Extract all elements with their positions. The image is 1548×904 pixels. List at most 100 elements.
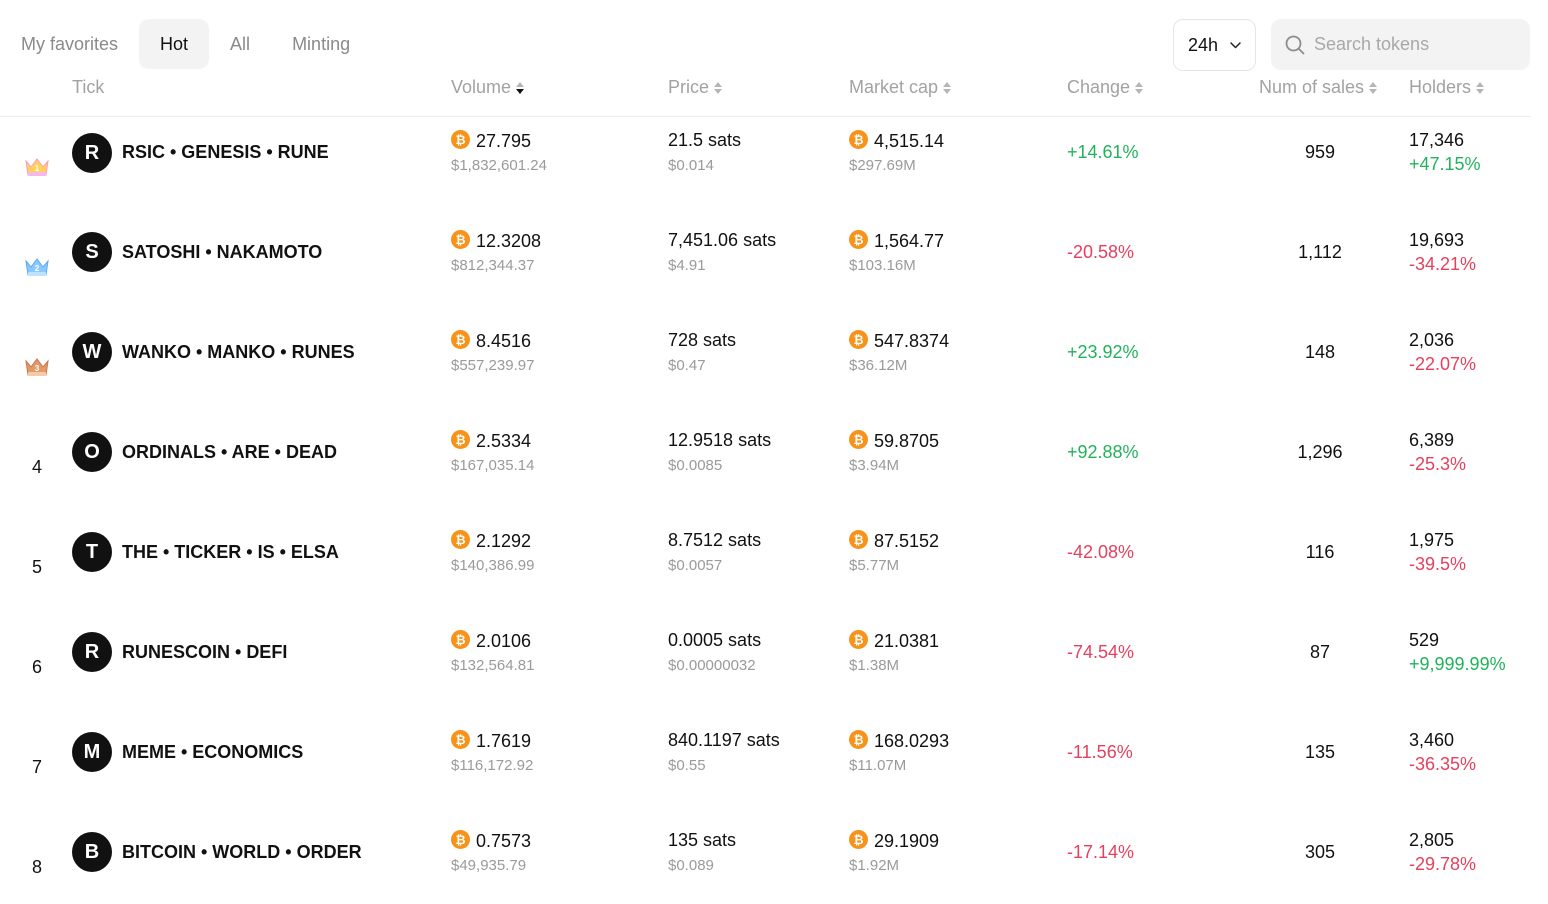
price-usd: $0.00000032	[668, 657, 756, 674]
bitcoin-icon: ₿	[849, 430, 868, 449]
rank-cell: 1	[20, 117, 54, 217]
bitcoin-icon: ₿	[451, 130, 470, 149]
bitcoin-icon: ₿	[451, 330, 470, 349]
rank-cell: 7	[31, 756, 42, 777]
table-row[interactable]: 6 R RUNESCOIN • DEFI ₿ 2.0106 $132,564.81…	[0, 617, 1530, 717]
token-name[interactable]: RSIC • GENESIS • RUNE	[122, 142, 329, 162]
market-cap-btc-value: 21.0381	[874, 631, 940, 651]
rank-cell: 6	[31, 656, 42, 677]
sort-icon	[516, 81, 525, 94]
market-cap-usd: $3.94M	[849, 457, 900, 474]
table-row[interactable]: 7 M MEME • ECONOMICS ₿ 1.7619 $116,172.92…	[0, 717, 1530, 817]
table-row[interactable]: 3 W WANKO • MANKO • RUNES ₿ 8.4516 $557,2…	[0, 317, 1530, 417]
change-value: -42.08%	[1067, 542, 1135, 562]
svg-text:3: 3	[35, 364, 40, 373]
tab-my-favorites[interactable]: My favorites	[21, 33, 119, 54]
token-avatar-letter: W	[82, 340, 102, 363]
num-sales-value: 1,296	[1297, 442, 1343, 462]
change-value: -74.54%	[1067, 642, 1135, 662]
volume-usd: $557,239.97	[451, 357, 535, 374]
num-sales-value: 959	[1304, 142, 1336, 162]
volume-btc-value: 2.0106	[476, 631, 532, 651]
table-row[interactable]: 5 T THE • TICKER • IS • ELSA ₿ 2.1292 $14…	[0, 517, 1530, 617]
token-name[interactable]: RUNESCOIN • DEFI	[122, 642, 288, 662]
change-value: +14.61%	[1067, 142, 1139, 162]
volume-btc: ₿ 1.7619	[451, 730, 531, 752]
price-usd: $4.91	[668, 257, 706, 274]
column-header-volume-label: Volume	[451, 77, 512, 97]
token-avatar: R	[72, 133, 112, 173]
bitcoin-icon: ₿	[451, 430, 470, 449]
bitcoin-icon: ₿	[451, 230, 470, 249]
column-header-price[interactable]: Price	[668, 77, 723, 98]
period-select[interactable]: 24h	[1173, 19, 1256, 71]
price-sats: 21.5 sats	[668, 130, 742, 150]
rank-cell: 3	[20, 317, 54, 417]
market-cap-usd: $297.69M	[849, 157, 916, 174]
column-header-change[interactable]: Change	[1067, 77, 1144, 98]
column-header-num-sales[interactable]: Num of sales	[1259, 77, 1378, 98]
price-sats: 728 sats	[668, 330, 737, 350]
svg-text:₿: ₿	[455, 233, 465, 247]
svg-text:2: 2	[35, 264, 40, 273]
market-cap-btc-value: 59.8705	[874, 431, 940, 451]
price-usd: $0.0085	[668, 457, 723, 474]
token-name[interactable]: WANKO • MANKO • RUNES	[122, 342, 355, 362]
volume-btc: ₿ 2.1292	[451, 530, 531, 552]
holders-count: 19,693	[1409, 230, 1465, 250]
table-row[interactable]: 8 B BITCOIN • WORLD • ORDER ₿ 0.7573 $49,…	[0, 817, 1530, 904]
column-header-holders[interactable]: Holders	[1409, 77, 1485, 98]
svg-text:₿: ₿	[853, 733, 863, 747]
volume-btc: ₿ 2.0106	[451, 630, 531, 652]
holders-change: -25.3%	[1409, 454, 1467, 474]
token-avatar-letter: O	[84, 440, 100, 463]
holders-count: 3,460	[1409, 730, 1455, 750]
volume-btc: ₿ 27.795	[451, 130, 531, 152]
column-header-market-cap-label: Market cap	[849, 77, 939, 97]
column-header-volume[interactable]: Volume	[451, 77, 525, 98]
market-cap-usd: $5.77M	[849, 557, 900, 574]
num-sales-value: 87	[1309, 642, 1331, 662]
holders-count: 2,036	[1409, 330, 1455, 350]
svg-text:₿: ₿	[853, 133, 863, 147]
market-cap-usd: $1.92M	[849, 857, 900, 874]
market-cap-btc: ₿ 547.8374	[849, 330, 949, 352]
market-cap-usd: $1.38M	[849, 657, 900, 674]
token-avatar: O	[72, 432, 112, 472]
volume-btc-value: 2.5334	[476, 431, 532, 451]
search-icon	[1285, 35, 1305, 54]
column-header-market-cap[interactable]: Market cap	[849, 77, 952, 98]
rank-cell: 2	[20, 217, 54, 317]
volume-usd: $132,564.81	[451, 657, 535, 674]
token-name[interactable]: BITCOIN • WORLD • ORDER	[122, 842, 362, 862]
token-name[interactable]: SATOSHI • NAKAMOTO	[122, 242, 323, 262]
table-row[interactable]: 2 S SATOSHI • NAKAMOTO ₿ 12.3208 $812,344…	[0, 217, 1530, 317]
svg-text:₿: ₿	[455, 133, 465, 147]
token-avatar: B	[72, 832, 112, 872]
svg-text:₿: ₿	[455, 733, 465, 747]
market-cap-btc-value: 547.8374	[874, 331, 950, 351]
market-cap-btc: ₿ 87.5152	[849, 530, 939, 552]
volume-usd: $167,035.14	[451, 457, 535, 474]
tab-hot[interactable]: Hot	[139, 19, 210, 69]
volume-btc: ₿ 8.4516	[451, 330, 531, 352]
search-box	[1271, 19, 1530, 70]
token-name[interactable]: ORDINALS • ARE • DEAD	[122, 442, 337, 462]
gold-crown-icon: 1	[25, 158, 49, 176]
token-name[interactable]: THE • TICKER • IS • ELSA	[122, 542, 339, 562]
table-row[interactable]: 4 O ORDINALS • ARE • DEAD ₿ 2.5334 $167,0…	[0, 417, 1530, 517]
chevron-down-icon	[1230, 41, 1241, 48]
column-header-tick-label: Tick	[72, 77, 105, 97]
volume-usd: $812,344.37	[451, 257, 535, 274]
token-avatar: T	[72, 532, 112, 572]
search-input[interactable]	[1314, 34, 1514, 55]
token-avatar: R	[72, 632, 112, 672]
price-usd: $0.089	[668, 857, 714, 874]
change-value: -11.56%	[1067, 742, 1133, 762]
table-row[interactable]: 1 R RSIC • GENESIS • RUNE ₿ 27.795 $1,832…	[0, 117, 1530, 217]
rank-cell: 5	[31, 556, 42, 577]
token-name[interactable]: MEME • ECONOMICS	[122, 742, 304, 762]
tab-all[interactable]: All	[230, 33, 251, 54]
tab-minting[interactable]: Minting	[292, 33, 351, 54]
num-sales-value: 1,112	[1298, 242, 1342, 262]
